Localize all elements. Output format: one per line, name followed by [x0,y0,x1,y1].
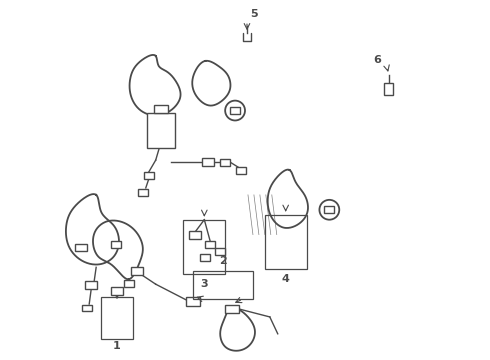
Bar [101,297,133,339]
Bar [190,231,201,239]
Bar [215,248,225,255]
Text: 2: 2 [220,256,227,266]
Bar [82,305,92,311]
Text: 5: 5 [250,9,258,19]
Bar [230,107,240,114]
Bar [111,241,121,248]
Bar [205,241,215,248]
Bar [147,113,174,148]
Text: 3: 3 [200,279,208,289]
Bar [187,297,200,306]
Bar [324,206,334,213]
Bar [144,172,154,179]
Bar [220,159,230,166]
Bar [265,215,307,269]
Bar [385,83,393,95]
Text: 1: 1 [113,341,121,351]
Bar [200,254,210,261]
Bar [124,280,134,287]
Bar [111,287,123,295]
Text: 6: 6 [373,55,381,65]
Bar [236,167,246,174]
Bar [131,267,143,275]
Bar [202,158,214,166]
Bar [75,243,87,251]
Bar [138,189,148,196]
Bar [154,105,168,113]
Text: 4: 4 [282,274,290,284]
Bar [194,271,253,299]
Bar [183,220,225,274]
Bar [225,305,239,314]
Bar [85,281,97,289]
